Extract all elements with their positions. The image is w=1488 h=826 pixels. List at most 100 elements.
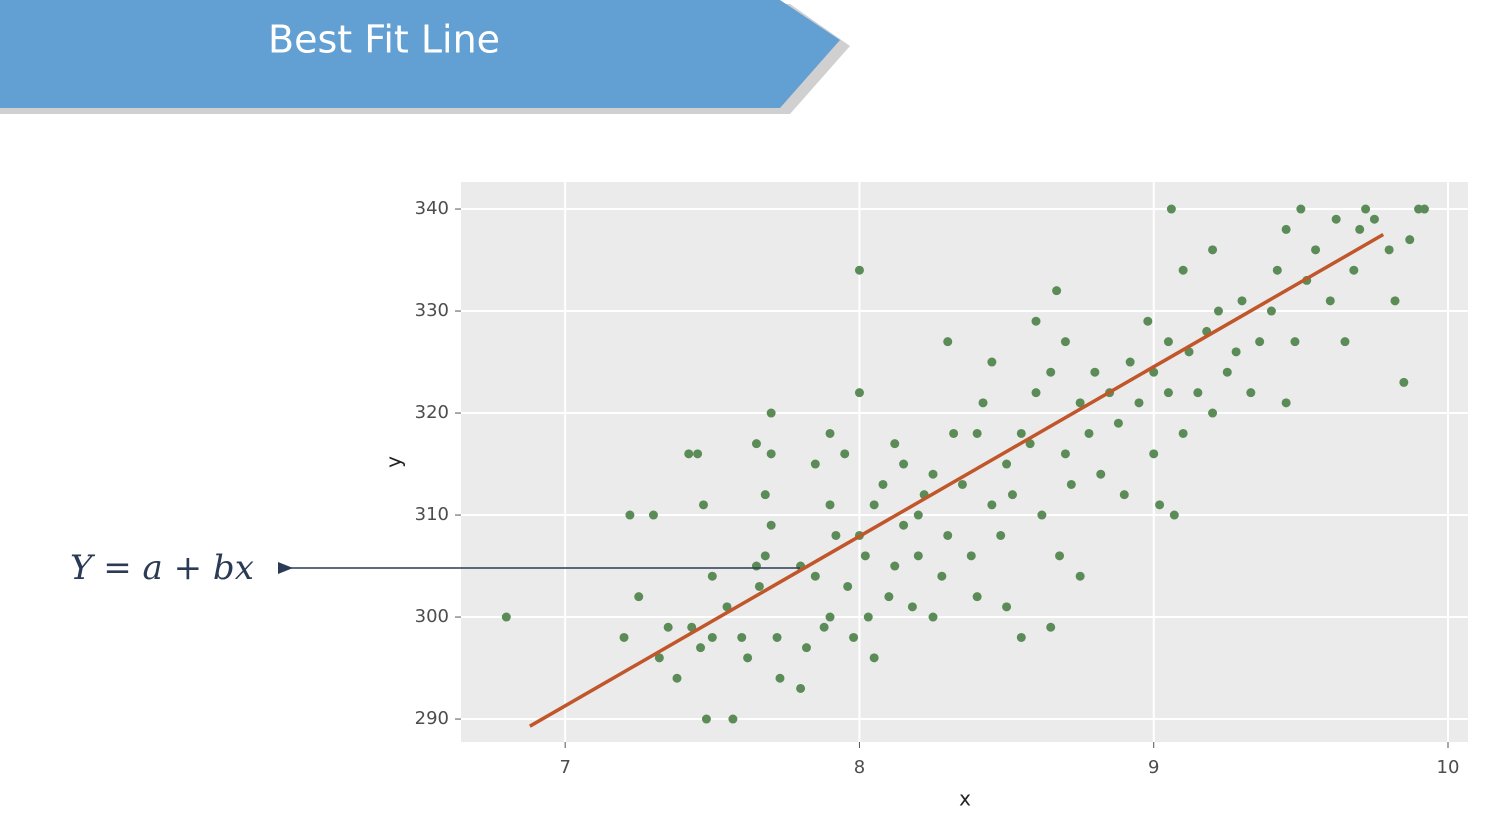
point [775,673,785,683]
point [1419,204,1429,214]
point [1405,235,1415,245]
point [1246,388,1256,398]
point [1016,428,1026,438]
point [1178,265,1188,275]
point [849,632,859,642]
point [972,592,982,602]
point [684,449,694,459]
point [801,643,811,653]
point [1325,296,1335,306]
x-axis-title: x [959,787,971,811]
banner [0,0,840,108]
point [928,469,938,479]
point [1046,622,1056,632]
point [840,449,850,459]
point [1031,316,1041,326]
point [1096,469,1106,479]
point [1266,306,1276,316]
fit-line [528,233,1385,728]
point [978,398,988,408]
point [810,459,820,469]
point [687,622,697,632]
point [972,428,982,438]
point [1007,490,1017,500]
point [663,622,673,632]
x-tick-label: 9 [1148,757,1159,778]
point [796,683,806,693]
point [1066,479,1076,489]
point [1155,500,1165,510]
point [890,439,900,449]
point [890,561,900,571]
point [825,428,835,438]
point [819,622,829,632]
point [1296,204,1306,214]
point [672,673,682,683]
point [1193,388,1203,398]
point [1255,337,1265,347]
point [1369,214,1379,224]
point [943,530,953,540]
point [693,449,703,459]
slide-title: Best Fit Line [268,18,500,62]
y-tick-label: 290 [415,708,449,729]
point [1384,245,1394,255]
point [1031,388,1041,398]
point [987,500,997,510]
point [696,643,706,653]
point [737,632,747,642]
point [722,602,732,612]
point [501,612,511,622]
point [1349,265,1359,275]
point [860,551,870,561]
x-tick-label: 10 [1437,757,1460,778]
point [1084,428,1094,438]
point [1090,367,1100,377]
point [698,500,708,510]
point [766,408,776,418]
point [949,428,959,438]
point [1075,398,1085,408]
point [1272,265,1282,275]
point [1231,347,1241,357]
point [648,510,658,520]
point [987,357,997,367]
point [1075,571,1085,581]
point [1046,367,1056,377]
point [869,500,879,510]
point [634,592,644,602]
point [854,388,864,398]
point [937,571,947,581]
point [1055,551,1065,561]
point [1052,286,1062,296]
x-tick-label: 8 [854,757,865,778]
point [966,551,976,561]
point [810,571,820,581]
x-tick-label: 7 [559,757,570,778]
point [1169,510,1179,520]
point [1237,296,1247,306]
point [1002,459,1012,469]
point [913,551,923,561]
point [1149,449,1159,459]
point [843,581,853,591]
point [1399,377,1409,387]
point [1208,245,1218,255]
point [1134,398,1144,408]
point [943,337,953,347]
point [1125,357,1135,367]
point [1311,245,1321,255]
point [1016,632,1026,642]
point [1281,224,1291,234]
point [1208,408,1218,418]
point [907,602,917,612]
point [1025,439,1035,449]
point [899,459,909,469]
point [1361,204,1371,214]
point [625,510,635,520]
point [707,632,717,642]
point [1340,337,1350,347]
point [743,653,753,663]
equation: Y = a + bx [70,548,254,588]
